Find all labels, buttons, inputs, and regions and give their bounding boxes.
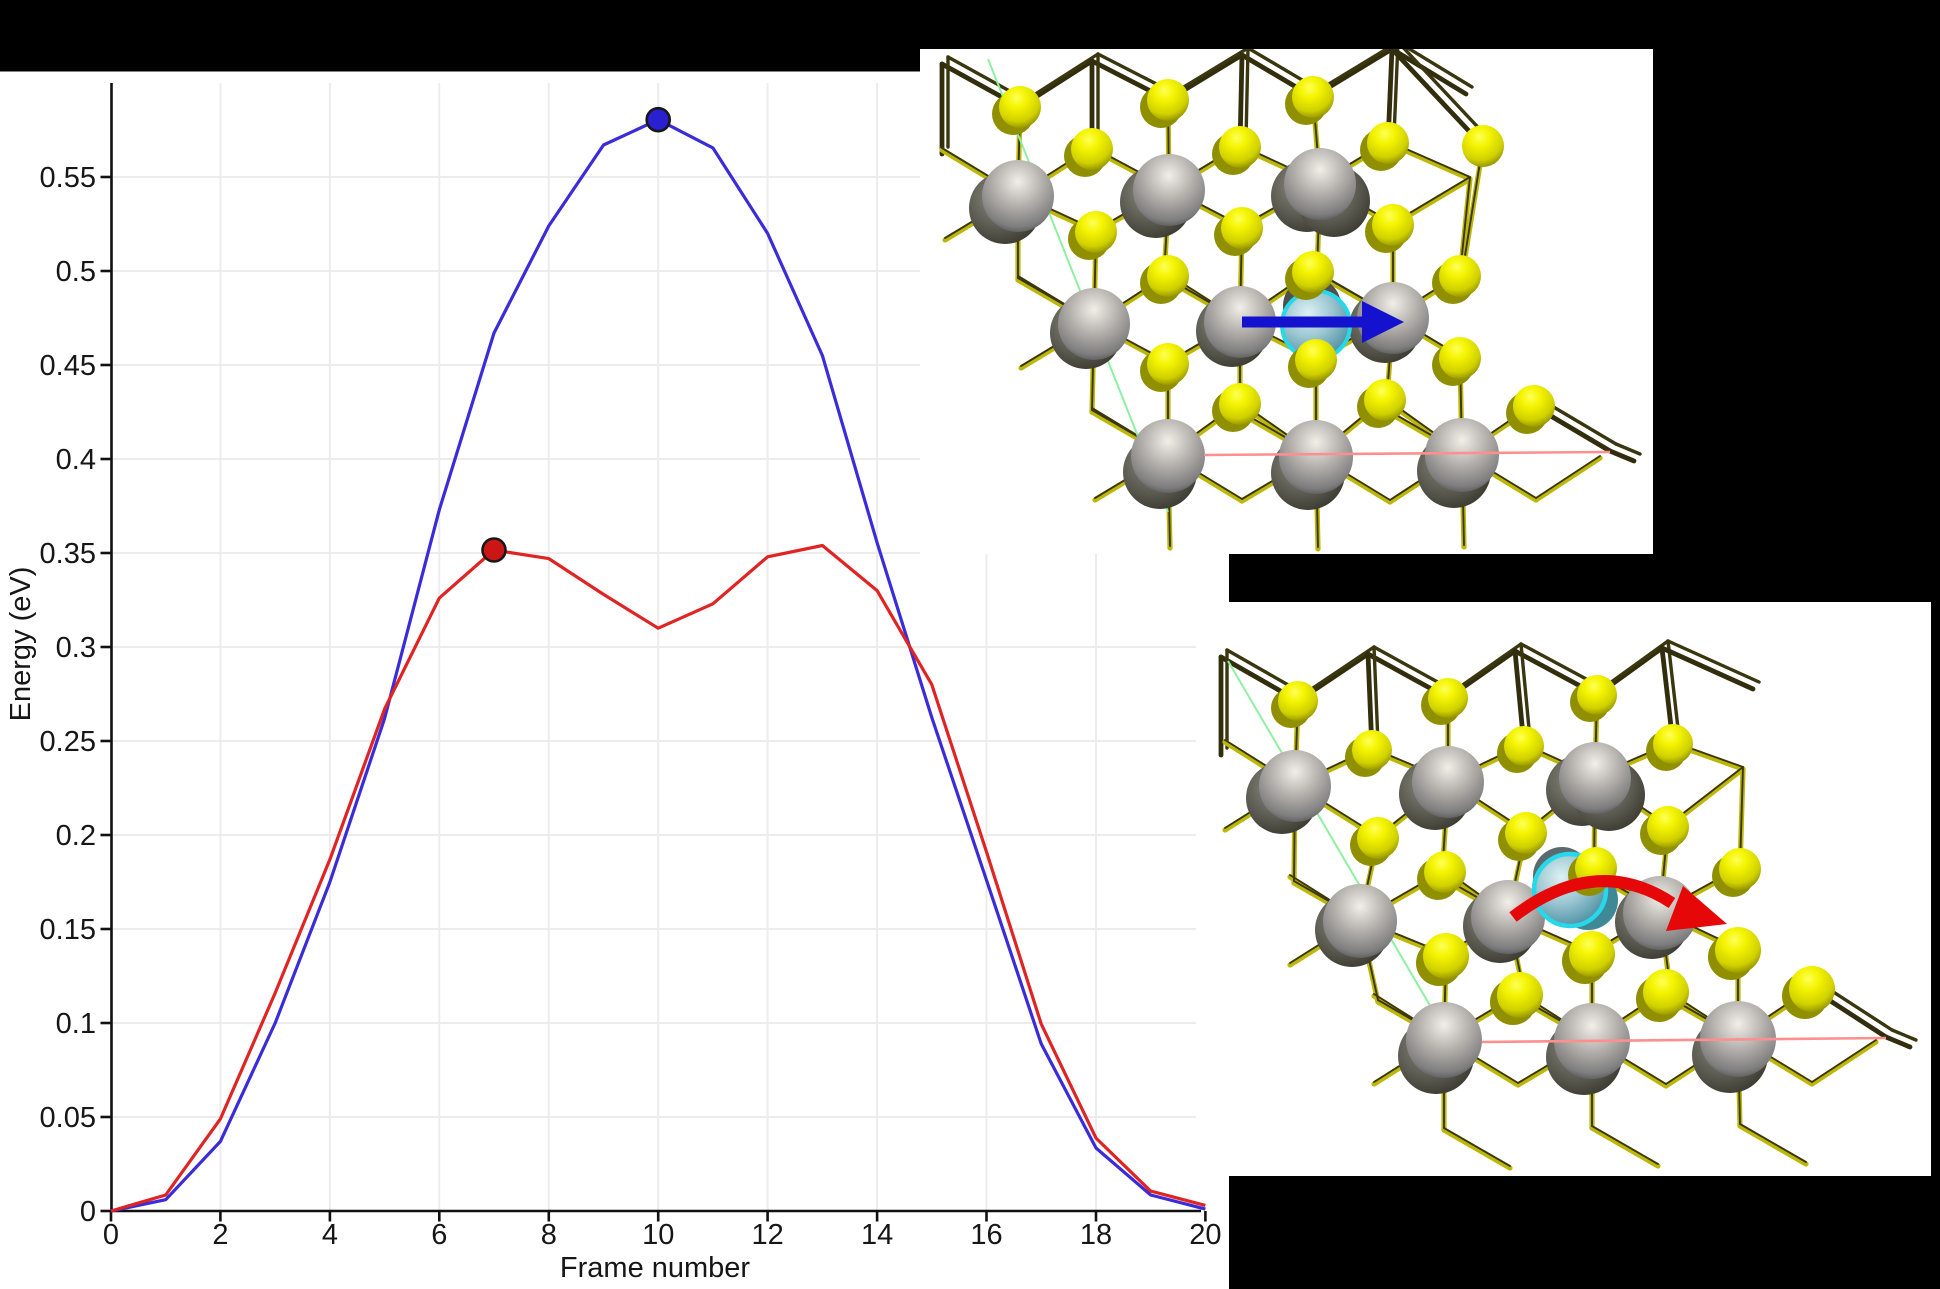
svg-text:0.55: 0.55 xyxy=(40,162,96,194)
svg-text:10: 10 xyxy=(642,1219,674,1251)
svg-text:12: 12 xyxy=(751,1219,783,1251)
svg-text:0.4: 0.4 xyxy=(56,444,96,476)
svg-text:0.5: 0.5 xyxy=(56,256,96,288)
svg-text:0.1: 0.1 xyxy=(56,1008,96,1040)
svg-text:0.35: 0.35 xyxy=(40,538,96,570)
svg-text:20: 20 xyxy=(1189,1219,1221,1251)
svg-text:0.25: 0.25 xyxy=(40,726,96,758)
svg-text:0: 0 xyxy=(80,1196,96,1228)
svg-text:6: 6 xyxy=(431,1219,447,1251)
svg-text:0.45: 0.45 xyxy=(40,350,96,382)
svg-text:Frame number: Frame number xyxy=(560,1252,751,1284)
svg-text:16: 16 xyxy=(970,1219,1002,1251)
svg-text:0.05: 0.05 xyxy=(40,1102,96,1134)
svg-text:0.15: 0.15 xyxy=(40,914,96,946)
svg-text:8: 8 xyxy=(541,1219,557,1251)
svg-text:0.2: 0.2 xyxy=(56,820,96,852)
svg-text:2: 2 xyxy=(212,1219,228,1251)
svg-text:0: 0 xyxy=(103,1219,119,1251)
svg-text:0.3: 0.3 xyxy=(56,632,96,664)
svg-text:4: 4 xyxy=(322,1219,338,1251)
svg-text:Energy (eV): Energy (eV) xyxy=(5,567,37,722)
svg-text:18: 18 xyxy=(1080,1219,1112,1251)
svg-text:14: 14 xyxy=(861,1219,893,1251)
